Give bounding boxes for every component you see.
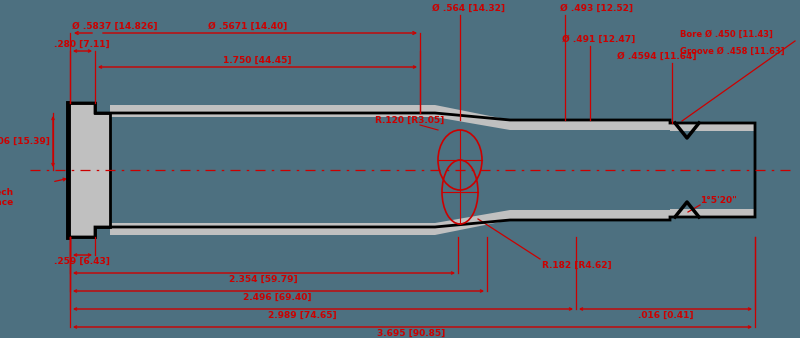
Text: 1°5'20": 1°5'20": [700, 196, 737, 205]
Text: 1.750 [44.45]: 1.750 [44.45]: [223, 56, 292, 65]
Text: Ø .564 [14.32]: Ø .564 [14.32]: [432, 4, 505, 13]
Text: .280 [7.11]: .280 [7.11]: [54, 40, 110, 49]
Polygon shape: [110, 209, 755, 235]
Text: 2.354 [59.79]: 2.354 [59.79]: [229, 275, 298, 284]
Text: Ø .5837 [14.826]: Ø .5837 [14.826]: [72, 22, 158, 31]
Text: Bolt Breech
Face: Bolt Breech Face: [0, 188, 13, 208]
Text: R.120 [R3.05]: R.120 [R3.05]: [375, 116, 444, 125]
Polygon shape: [110, 105, 755, 131]
Text: Ø .493 [12.52]: Ø .493 [12.52]: [560, 4, 633, 13]
Text: .016 [0.41]: .016 [0.41]: [638, 311, 694, 320]
Text: Ø .491 [12.47]: Ø .491 [12.47]: [562, 35, 635, 44]
Text: 2.989 [74.65]: 2.989 [74.65]: [268, 311, 336, 320]
Text: .606 [15.39]: .606 [15.39]: [0, 137, 50, 146]
Text: Groove Ø .458 [11.63]: Groove Ø .458 [11.63]: [680, 47, 785, 56]
Text: Bore Ø .450 [11.43]: Bore Ø .450 [11.43]: [680, 30, 773, 39]
Text: R.182 [R4.62]: R.182 [R4.62]: [542, 261, 612, 270]
Text: 2.496 [69.40]: 2.496 [69.40]: [243, 293, 312, 302]
Text: Ø .5671 [14.40]: Ø .5671 [14.40]: [208, 22, 287, 31]
Polygon shape: [68, 103, 110, 237]
Text: 3.695 [90.85]: 3.695 [90.85]: [378, 329, 446, 338]
Text: Ø .4594 [11.64]: Ø .4594 [11.64]: [617, 52, 697, 61]
Text: .259 [6.43]: .259 [6.43]: [54, 257, 110, 266]
